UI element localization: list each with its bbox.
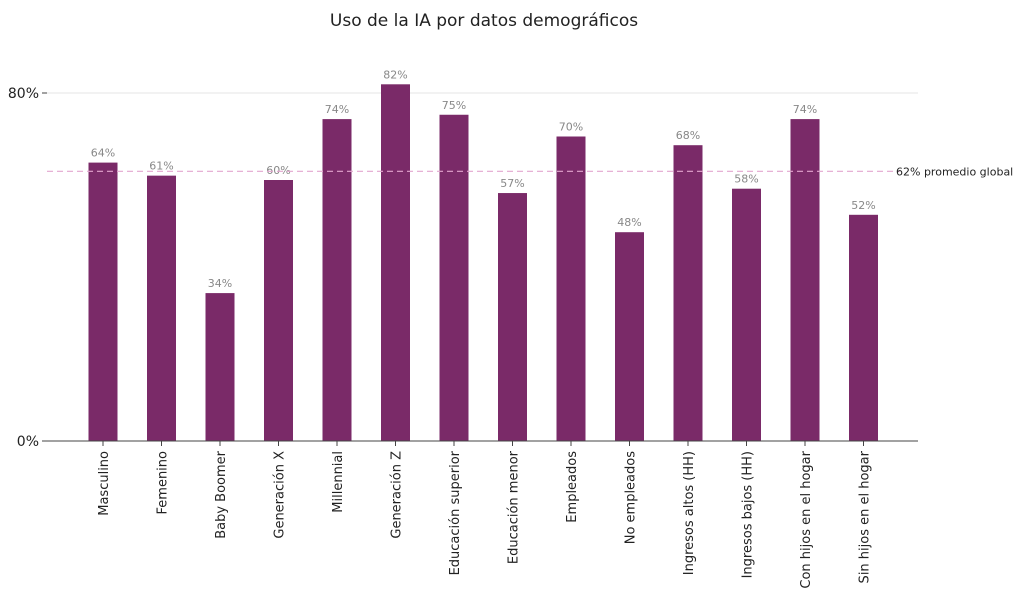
bar xyxy=(381,84,410,442)
data-label: 74% xyxy=(325,103,349,116)
bar xyxy=(790,119,820,441)
bar xyxy=(205,293,235,441)
x-tick-label: Sin hijos en el hogar xyxy=(858,450,873,583)
x-tick-label: No empleados xyxy=(624,451,639,545)
y-tick-label: 80% xyxy=(8,86,39,102)
bar xyxy=(88,162,118,441)
bar xyxy=(615,232,644,441)
bar xyxy=(147,175,176,441)
bar xyxy=(556,136,586,441)
bar xyxy=(498,193,527,441)
chart-title: Uso de la IA por datos demográficos xyxy=(330,11,638,31)
x-tick-label: Ingresos altos (HH) xyxy=(682,451,697,575)
x-tick-label: Educación superior xyxy=(448,450,463,575)
bar xyxy=(322,119,352,441)
bar xyxy=(849,214,878,441)
data-label: 34% xyxy=(208,277,232,290)
data-label: 70% xyxy=(559,121,583,134)
x-tick-label: Femenino xyxy=(156,451,171,515)
y-tick-label: 0% xyxy=(17,434,39,450)
data-label: 57% xyxy=(500,177,524,190)
x-tick-label: Baby Boomer xyxy=(214,450,229,538)
bar xyxy=(264,180,293,441)
x-tick-label: Generación Z xyxy=(390,451,405,539)
x-tick-label: Con hijos en el hogar xyxy=(799,450,814,588)
data-label: 82% xyxy=(383,68,407,81)
bar xyxy=(732,188,761,441)
data-label: 58% xyxy=(734,173,758,186)
data-label: 68% xyxy=(676,129,700,142)
bar xyxy=(673,145,703,441)
data-label: 61% xyxy=(149,160,173,173)
x-tick-label: Educación menor xyxy=(507,450,522,564)
x-tick-label: Millennial xyxy=(331,451,346,513)
x-tick-label: Empleados xyxy=(565,451,580,523)
x-tick-label: Ingresos bajos (HH) xyxy=(741,451,756,578)
reference-label: 62% promedio global xyxy=(896,165,1013,178)
x-tick-label: Masculino xyxy=(97,451,112,516)
data-label: 75% xyxy=(442,99,466,112)
data-label: 60% xyxy=(266,164,290,177)
bar xyxy=(439,114,469,441)
data-label: 64% xyxy=(91,147,115,160)
data-label: 74% xyxy=(793,103,817,116)
data-label: 52% xyxy=(851,199,875,212)
x-tick-label: Generación X xyxy=(273,451,288,539)
data-label: 48% xyxy=(617,216,641,229)
